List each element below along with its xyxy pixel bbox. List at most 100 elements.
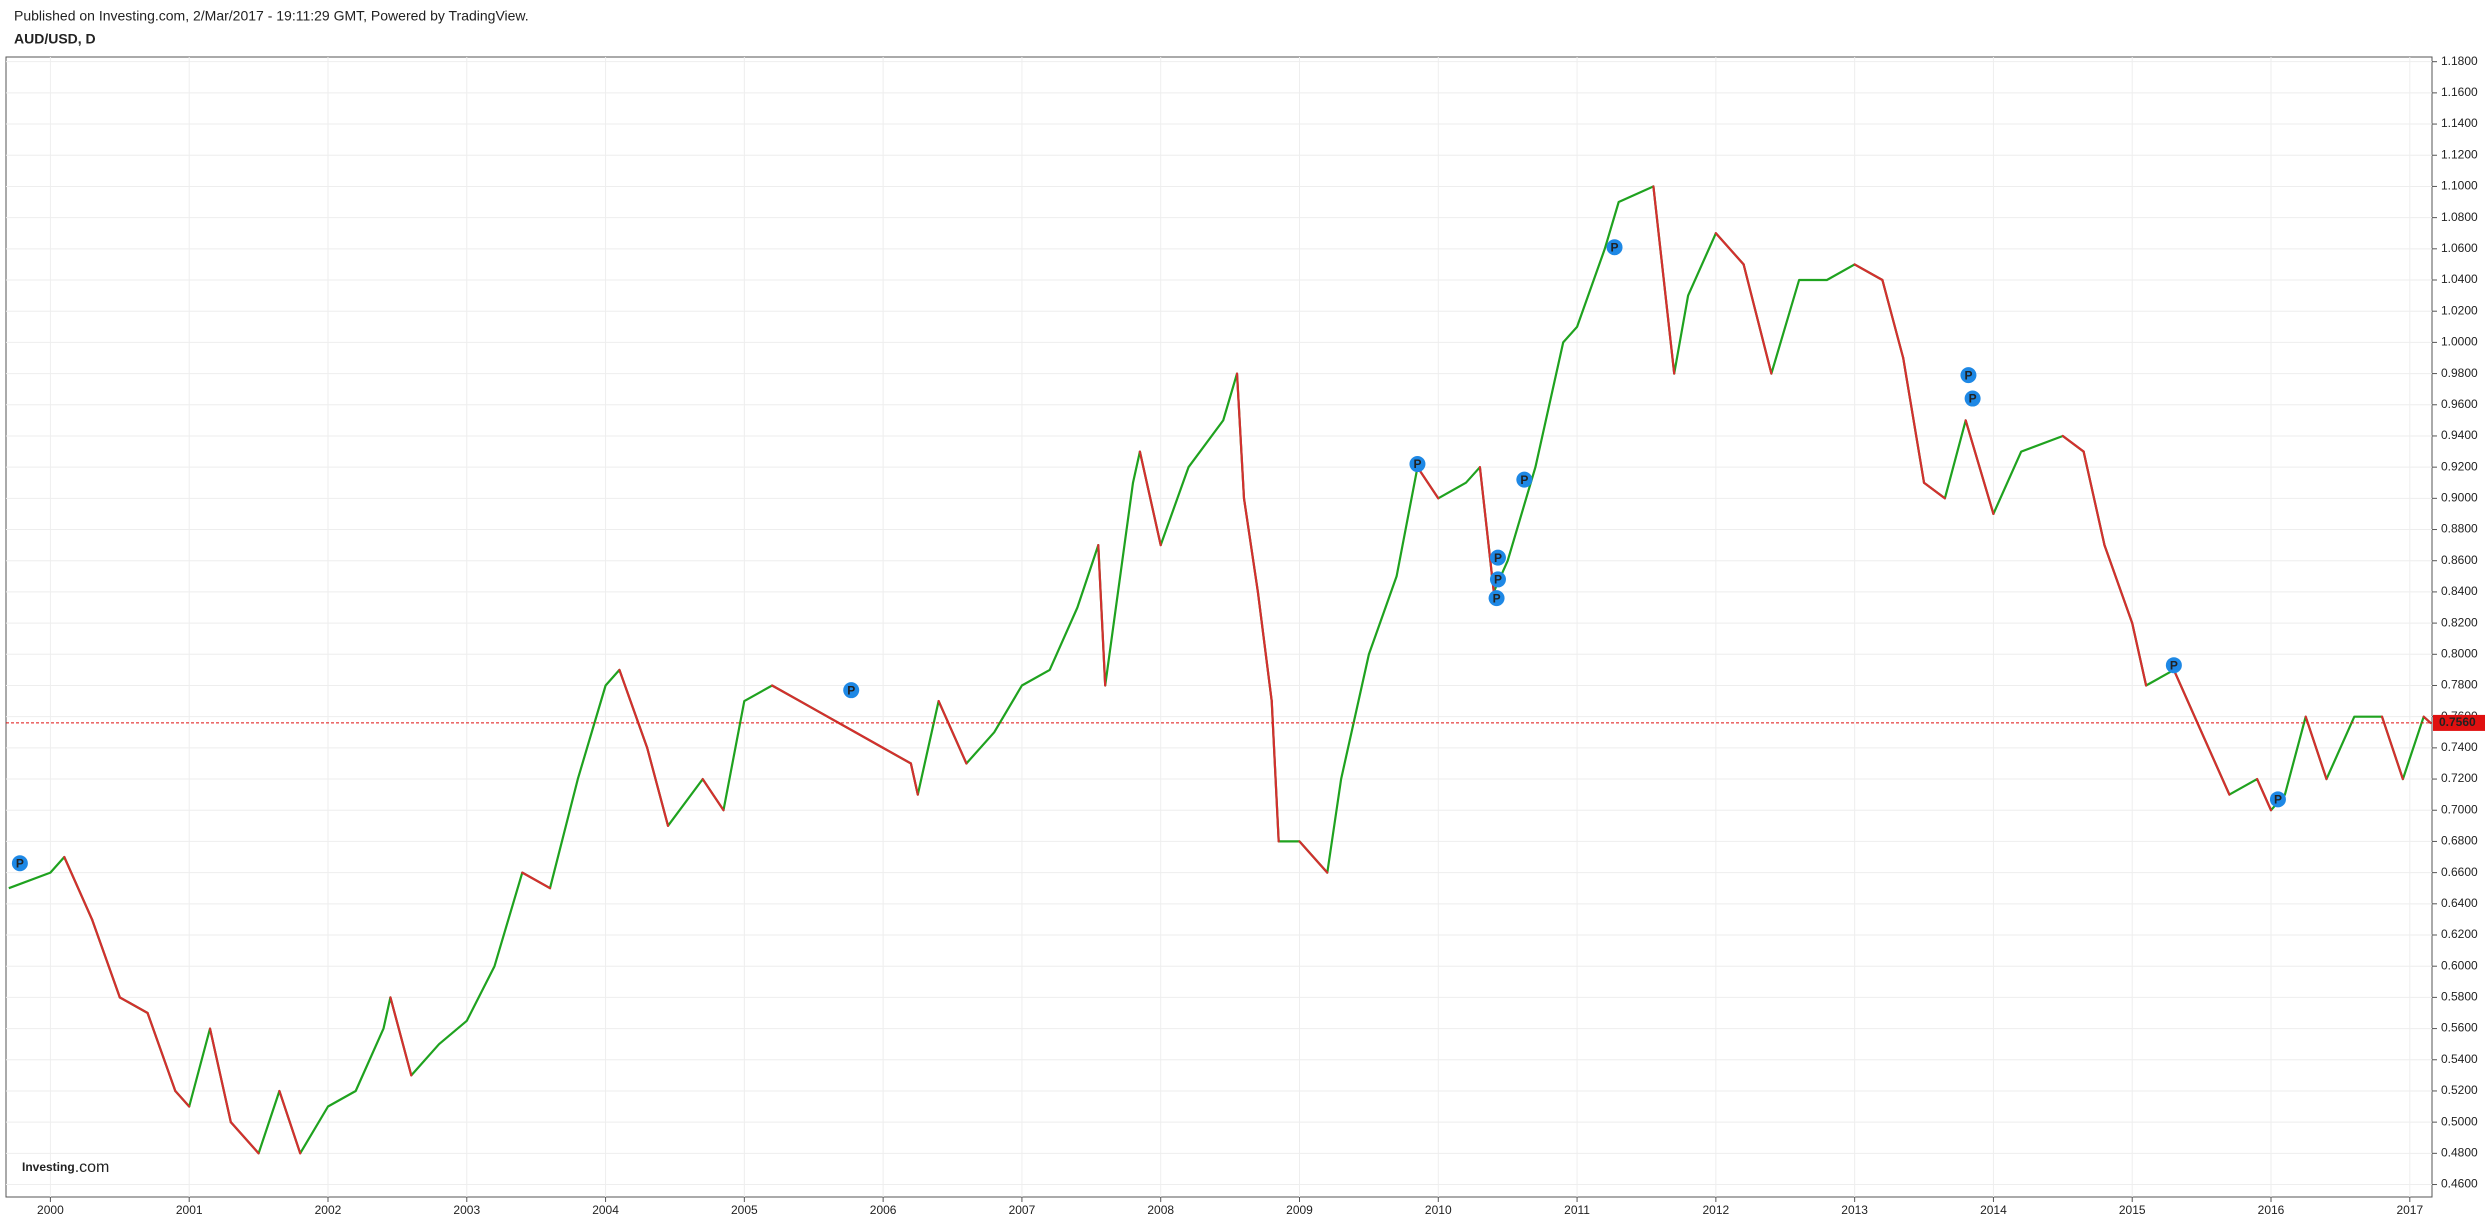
marker-label: P bbox=[1611, 240, 1619, 254]
marker-label: P bbox=[16, 856, 24, 870]
down-segment bbox=[826, 715, 857, 734]
down-segment bbox=[118, 996, 149, 1015]
marker bbox=[1606, 239, 1623, 256]
down-segment bbox=[1714, 232, 1745, 266]
watermark-main: Investing bbox=[22, 1160, 75, 1174]
chart-title: AUD/USD, D bbox=[14, 31, 96, 47]
plot-frame bbox=[5, 56, 2433, 1198]
down-segment bbox=[521, 871, 552, 890]
y-tick-label: 0.6000 bbox=[2441, 958, 2478, 972]
down-segment bbox=[389, 996, 413, 1077]
down-segment bbox=[2200, 731, 2231, 796]
down-segment bbox=[1138, 450, 1162, 547]
y-tick-label: 0.5600 bbox=[2441, 1021, 2478, 1035]
down-segment bbox=[1922, 481, 1946, 500]
y-tick-label: 1.1200 bbox=[2441, 147, 2478, 161]
down-segment bbox=[2061, 434, 2085, 453]
down-segment bbox=[909, 762, 919, 796]
x-tick-label: 2009 bbox=[1286, 1203, 1313, 1217]
y-tick-label: 0.9800 bbox=[2441, 366, 2478, 380]
y-tick-label: 0.7800 bbox=[2441, 678, 2478, 692]
marker-label: P bbox=[1494, 573, 1502, 587]
down-segment bbox=[1478, 466, 1495, 594]
price-line bbox=[8, 185, 2432, 1155]
watermark: Investing.com bbox=[22, 1159, 109, 1176]
y-tick-label: 0.6400 bbox=[2441, 896, 2478, 910]
y-tick-label: 0.4800 bbox=[2441, 1146, 2478, 1160]
down-segment bbox=[63, 855, 94, 921]
down-segment bbox=[1235, 372, 1246, 500]
x-tick-label: 2007 bbox=[1009, 1203, 1036, 1217]
down-segment bbox=[278, 1089, 302, 1155]
down-segment bbox=[646, 746, 670, 827]
down-segment bbox=[1242, 497, 1259, 594]
marker-label: P bbox=[1493, 591, 1501, 605]
header: Published on Investing.com, 2/Mar/2017 -… bbox=[14, 8, 529, 24]
down-segment bbox=[618, 668, 649, 749]
down-segment bbox=[2304, 715, 2328, 781]
down-segment bbox=[1416, 466, 1440, 500]
x-tick-label: 2005 bbox=[731, 1203, 758, 1217]
down-segment bbox=[229, 1121, 260, 1155]
marker-label: P bbox=[1969, 392, 1977, 406]
y-tick-label: 0.7000 bbox=[2441, 802, 2478, 816]
down-segment bbox=[2131, 622, 2148, 687]
down-segment bbox=[1652, 185, 1676, 375]
y-tick-label: 1.1600 bbox=[2441, 85, 2478, 99]
down-segment bbox=[2172, 668, 2203, 734]
last-price-box bbox=[2433, 714, 2485, 731]
down-segment bbox=[1256, 590, 1273, 703]
down-segment bbox=[2256, 777, 2273, 812]
marker bbox=[11, 855, 28, 872]
x-tick-label: 2017 bbox=[2396, 1203, 2423, 1217]
down-segment bbox=[1964, 419, 1995, 516]
down-segment bbox=[1853, 263, 1884, 282]
y-tick-label: 0.9000 bbox=[2441, 491, 2478, 505]
x-tick-label: 2010 bbox=[1425, 1203, 1452, 1217]
x-tick-label: 2012 bbox=[1703, 1203, 1730, 1217]
down-segment bbox=[1742, 263, 1773, 375]
marker-label: P bbox=[2274, 792, 2282, 806]
down-segment bbox=[146, 1011, 177, 1093]
down-segment bbox=[882, 746, 912, 765]
down-segment bbox=[937, 699, 968, 765]
y-tick-label: 1.0600 bbox=[2441, 241, 2478, 255]
x-tick-label: 2008 bbox=[1147, 1203, 1174, 1217]
marker-label: P bbox=[1494, 551, 1502, 565]
x-tick-label: 2006 bbox=[870, 1203, 897, 1217]
y-tick-label: 1.1800 bbox=[2441, 54, 2478, 68]
y-tick-label: 0.9600 bbox=[2441, 397, 2478, 411]
x-tick-label: 2013 bbox=[1841, 1203, 1868, 1217]
marker bbox=[1960, 367, 1977, 384]
y-tick-label: 0.4600 bbox=[2441, 1177, 2478, 1191]
y-tick-label: 0.5000 bbox=[2441, 1114, 2478, 1128]
down-segment bbox=[1270, 699, 1280, 843]
y-tick-label: 0.5800 bbox=[2441, 990, 2478, 1004]
x-tick-label: 2002 bbox=[315, 1203, 342, 1217]
down-segment bbox=[2380, 715, 2404, 781]
y-tick-label: 0.8000 bbox=[2441, 646, 2478, 660]
down-segment bbox=[2103, 544, 2134, 625]
y-tick-label: 1.0200 bbox=[2441, 303, 2478, 317]
y-tick-label: 0.5200 bbox=[2441, 1083, 2478, 1097]
x-tick-label: 2004 bbox=[592, 1203, 619, 1217]
down-segment bbox=[1298, 840, 1329, 874]
marker-label: P bbox=[1520, 473, 1528, 487]
watermark-suffix: .com bbox=[75, 1159, 110, 1176]
down-segment bbox=[771, 684, 801, 703]
y-tick-label: 0.7200 bbox=[2441, 771, 2478, 785]
marker-label: P bbox=[847, 683, 855, 697]
x-tick-label: 2003 bbox=[453, 1203, 480, 1217]
x-tick-label: 2000 bbox=[37, 1203, 64, 1217]
marker bbox=[2165, 657, 2182, 674]
y-tick-label: 0.6200 bbox=[2441, 927, 2478, 941]
y-tick-label: 0.6600 bbox=[2441, 865, 2478, 879]
down-segment bbox=[701, 777, 725, 812]
down-segment bbox=[1902, 356, 1926, 484]
marker-label: P bbox=[1964, 368, 1972, 382]
y-tick-label: 1.1000 bbox=[2441, 179, 2478, 193]
x-tick-label: 2014 bbox=[1980, 1203, 2007, 1217]
marker bbox=[2269, 791, 2286, 808]
marker bbox=[1964, 390, 1981, 407]
last-price-label: 0.7560 bbox=[2439, 715, 2476, 729]
